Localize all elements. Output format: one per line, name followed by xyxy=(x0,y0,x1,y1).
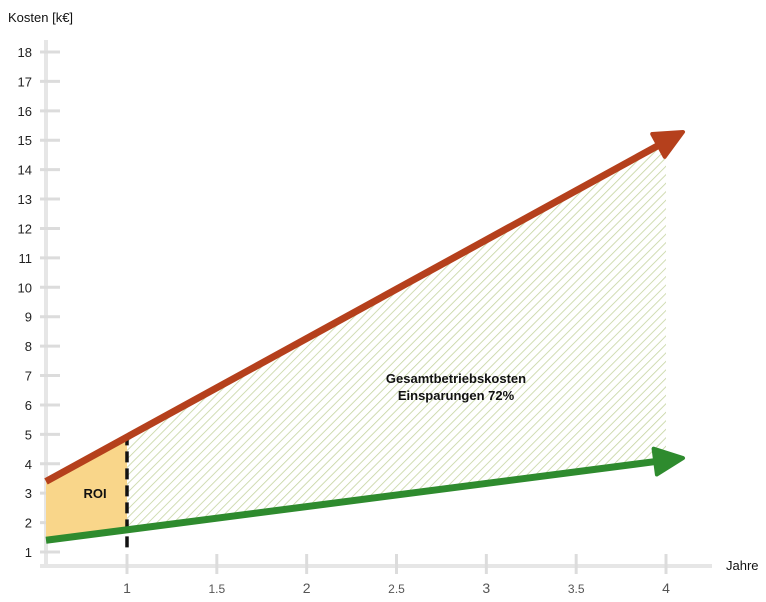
y-tick-label: 16 xyxy=(18,104,32,119)
y-tick-label: 17 xyxy=(18,74,32,89)
y-tick-label: 7 xyxy=(25,369,32,384)
x-tick-label: 3 xyxy=(482,580,490,596)
y-tick-label: 6 xyxy=(25,398,32,413)
chart-lines xyxy=(44,129,685,544)
x-axis-label: Jahre xyxy=(726,558,759,573)
roi-label: ROI xyxy=(83,486,106,501)
x-tick-label: 1.5 xyxy=(208,582,225,596)
savings-label-line1: Gesamtbetriebskosten xyxy=(386,371,526,386)
y-tick-label: 15 xyxy=(18,133,32,148)
y-axis-label: Kosten [k€] xyxy=(8,10,73,25)
y-tick-label: 9 xyxy=(25,310,32,325)
y-tick-label: 3 xyxy=(25,486,32,501)
x-tick-label: 3.5 xyxy=(568,582,585,596)
y-tick-label: 10 xyxy=(18,280,32,295)
x-axis: 1 1.5 2 2.5 3 3.5 4 xyxy=(40,554,712,596)
savings-label-line2: Einsparungen 72% xyxy=(398,388,515,403)
x-tick-label: 4 xyxy=(662,580,670,596)
y-tick-label: 11 xyxy=(19,251,33,266)
savings-area xyxy=(127,141,666,530)
y-tick-label: 8 xyxy=(25,339,32,354)
x-tick-label: 1 xyxy=(123,580,131,596)
y-tick-label: 4 xyxy=(25,457,32,472)
chart-areas xyxy=(46,141,666,552)
y-tick-label: 18 xyxy=(18,45,32,60)
y-tick-label: 2 xyxy=(25,516,32,531)
x-tick-label: 2 xyxy=(303,580,311,596)
series-line-1-arrowhead xyxy=(650,129,685,159)
series-line-2 xyxy=(45,457,658,544)
y-tick-label: 13 xyxy=(18,192,32,207)
series-line-2-arrowhead xyxy=(651,446,685,477)
y-tick-label: 14 xyxy=(18,163,32,178)
roi-area xyxy=(46,437,127,541)
y-tick-label: 5 xyxy=(25,427,32,442)
y-tick-label: 12 xyxy=(18,221,32,236)
x-tick-label: 2.5 xyxy=(388,582,405,596)
y-tick-label: 1 xyxy=(25,545,32,560)
series-line-1 xyxy=(44,141,662,485)
